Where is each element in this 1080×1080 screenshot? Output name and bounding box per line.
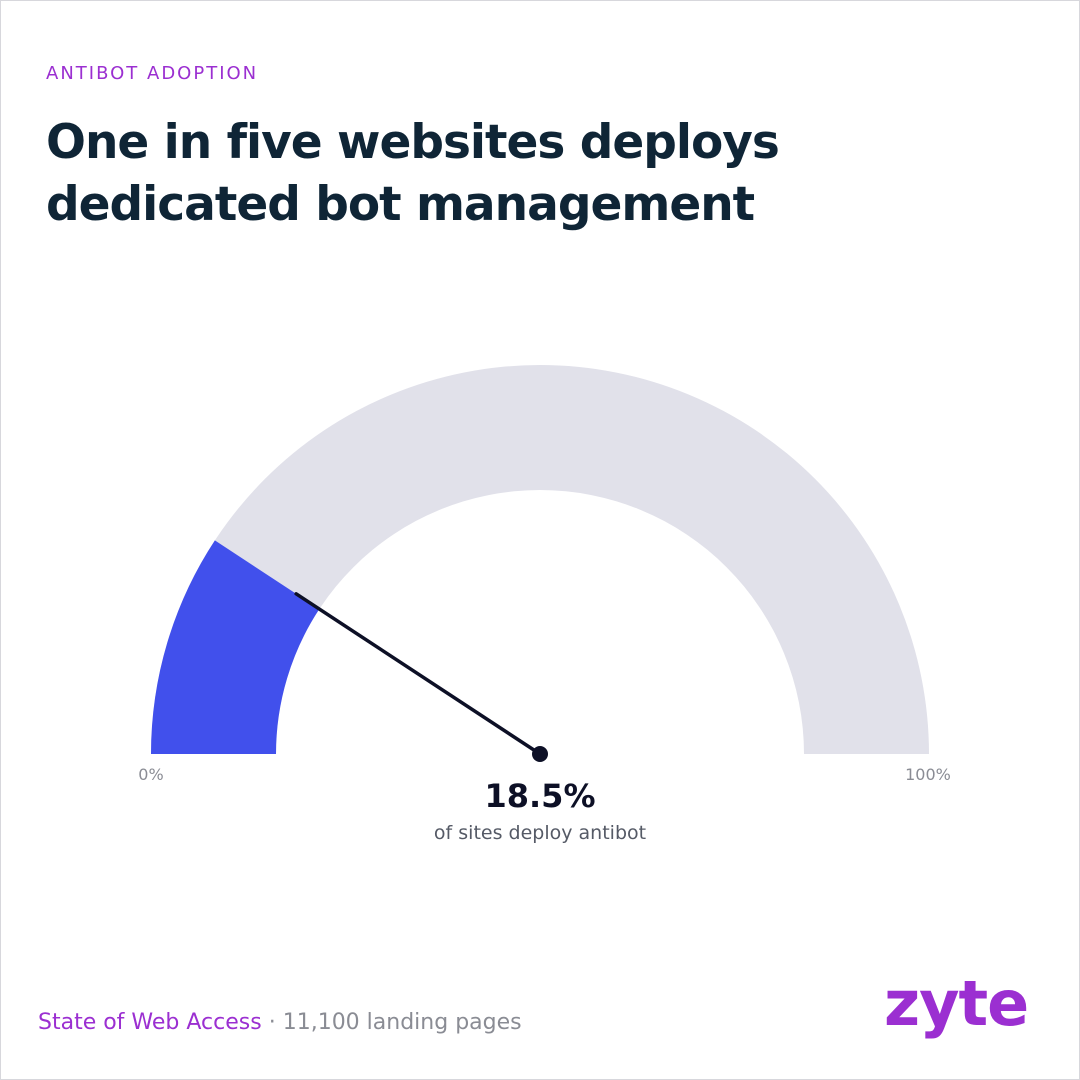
zyte-logo: zyte	[884, 967, 1029, 1040]
footer-sample: 11,100 landing pages	[282, 1010, 522, 1035]
footer-source-line: State of Web Access · 11,100 landing pag…	[38, 1010, 522, 1035]
gauge-min-label: 0%	[138, 765, 163, 784]
gauge-fill	[151, 540, 320, 754]
gauge-value-label: 18.5%	[484, 777, 595, 815]
gauge-max-label: 100%	[905, 765, 951, 784]
gauge-track	[151, 365, 929, 754]
footer-source: State of Web Access	[38, 1010, 262, 1035]
page-title: One in five websites deploys dedicated b…	[46, 115, 780, 232]
gauge-needle-hub	[532, 746, 548, 762]
gauge-caption: of sites deploy antibot	[434, 822, 646, 844]
footer-separator: ·	[268, 1010, 276, 1035]
gauge-needle	[294, 592, 542, 756]
eyebrow-label: ANTIBOT ADOPTION	[46, 63, 259, 84]
